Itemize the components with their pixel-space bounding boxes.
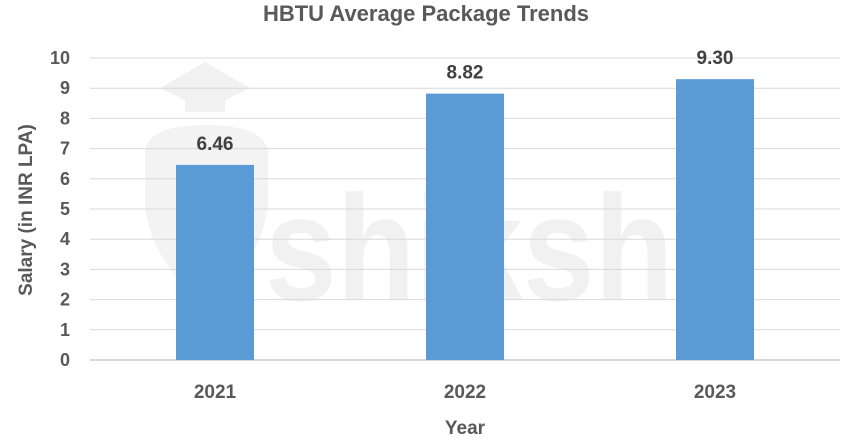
- y-tick-label: 9: [60, 78, 70, 98]
- bar-2021: [176, 164, 254, 360]
- data-label: 9.30: [697, 48, 734, 69]
- bars: [176, 79, 754, 361]
- bar-2022: [426, 93, 504, 361]
- y-tick-label: 8: [60, 108, 70, 128]
- x-tick-label: 2023: [694, 382, 736, 403]
- chart-title: HBTU Average Package Trends: [262, 1, 590, 26]
- y-tick-label: 3: [60, 259, 70, 279]
- mortarboard-base: [185, 98, 225, 112]
- mortarboard-icon: [160, 62, 250, 110]
- y-tick-label: 10: [50, 48, 70, 68]
- watermark-text: shiksha: [265, 164, 746, 332]
- bar-2023: [676, 79, 754, 360]
- data-labels: 6.46 8.82 9.30: [197, 48, 734, 155]
- data-label: 8.82: [447, 63, 484, 84]
- x-axis-title: Year: [445, 418, 486, 439]
- y-tick-label: 2: [60, 290, 70, 310]
- y-tick-label: 6: [60, 169, 70, 189]
- data-label: 6.46: [197, 134, 234, 155]
- y-tick-label: 1: [60, 320, 70, 340]
- x-tick-label: 2022: [444, 382, 486, 403]
- y-tick-label: 0: [60, 350, 70, 370]
- y-tick-label: 4: [60, 229, 70, 249]
- y-axis-title: Salary (in INR LPA): [16, 124, 37, 296]
- x-tick-label: 2021: [194, 382, 237, 403]
- y-tick-label: 7: [60, 139, 70, 159]
- y-tick-labels: 0 1 2 3 4 5 6 7 8 9 10: [50, 48, 70, 370]
- x-tick-labels: 2021 2022 2023: [194, 382, 736, 403]
- y-tick-label: 5: [60, 199, 70, 219]
